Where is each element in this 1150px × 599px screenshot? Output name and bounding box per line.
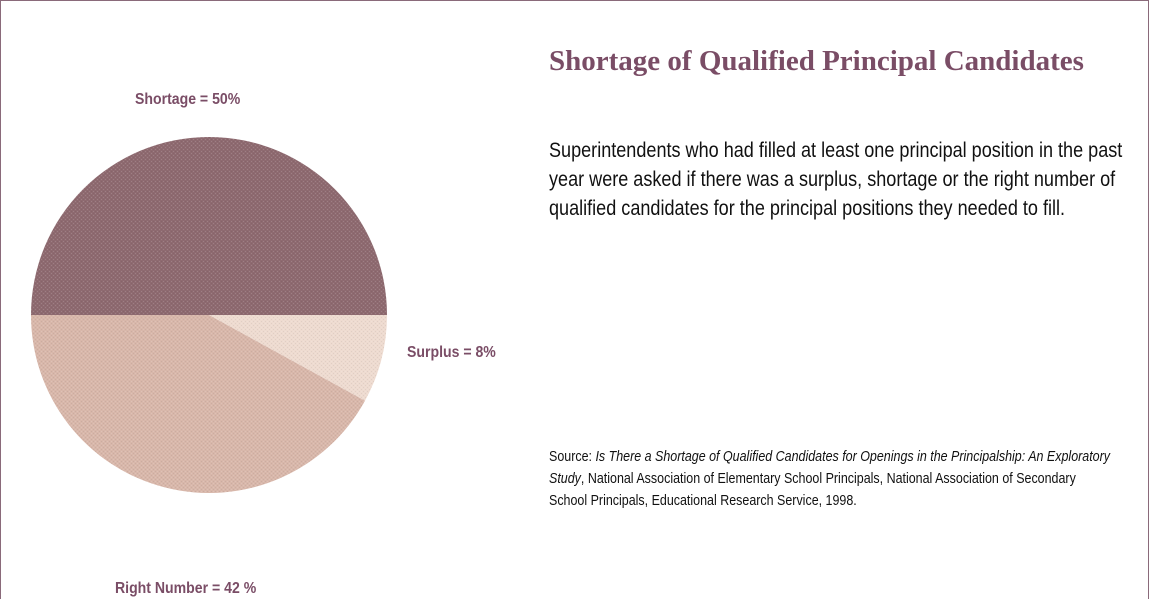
slice-label-surplus: Surplus = 8% xyxy=(407,344,496,361)
chart-title: Shortage of Qualified Principal Candidat… xyxy=(549,45,1084,77)
source-study-title: Is There a Shortage of Qualified Candida… xyxy=(549,449,1111,487)
chart-description: Superintendents who had filled at least … xyxy=(549,139,1123,220)
source-publishers: , National Association of Elementary Sch… xyxy=(549,471,1076,509)
pie-chart xyxy=(31,137,387,493)
source-citation: Source: Is There a Shortage of Qualified… xyxy=(549,446,1117,512)
slice-label-right-number: Right Number = 42 % xyxy=(115,580,257,597)
slice-label-shortage: Shortage = 50% xyxy=(135,91,241,108)
source-prefix: Source: xyxy=(549,449,596,465)
pie-chart-svg xyxy=(31,137,387,493)
